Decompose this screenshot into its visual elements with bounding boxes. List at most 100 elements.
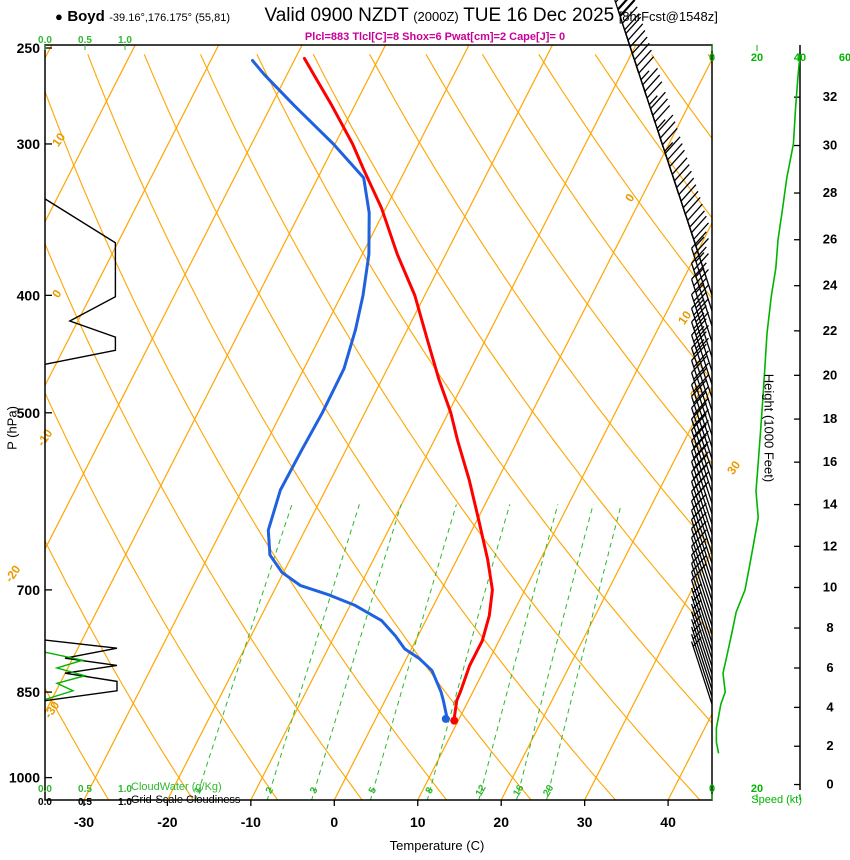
height-tick-label: 12 xyxy=(823,538,837,553)
wind-barb-feather xyxy=(693,311,709,330)
dry-adiabat-line xyxy=(87,54,532,800)
wind-barb-staff xyxy=(690,451,713,515)
wind-barb-staff xyxy=(690,247,713,312)
wind-barb-staff xyxy=(690,626,713,690)
mixing-ratio-label: 20 xyxy=(541,783,556,799)
height-tick-label: 30 xyxy=(823,138,837,153)
valid-time: Valid 0900 NZDT xyxy=(264,5,409,26)
temperature-tick-label: -30 xyxy=(74,814,94,830)
wind-barb-half-feather xyxy=(640,70,650,81)
wind-barb-staff xyxy=(690,546,713,610)
wind-barb-staff xyxy=(690,440,713,504)
cloudiness-profile xyxy=(44,639,118,702)
wind-barb-staff xyxy=(690,571,713,635)
cloudwater-scale-tick-top: 0.5 xyxy=(78,35,92,46)
isotherm-line xyxy=(500,385,712,800)
dry-adiabat-line xyxy=(312,54,712,636)
station-name: Boyd xyxy=(67,8,105,25)
wind-barb-feather xyxy=(617,0,628,11)
wind-barb-staff xyxy=(690,418,713,482)
wind-barb-feather xyxy=(621,6,638,24)
temperature-tick-label: 20 xyxy=(493,814,509,830)
mixing-ratio-line xyxy=(369,504,457,800)
wind-barb-staff xyxy=(690,308,713,372)
wind-barb-staff xyxy=(690,481,713,545)
wind-barb-staff xyxy=(614,0,635,59)
cloudiness-scale-tick: 0.0 xyxy=(38,797,52,808)
isotherm-line xyxy=(45,45,387,715)
surface-dewpoint-dot xyxy=(441,714,450,723)
forecast-run-info: [8hrFcst@1548z] xyxy=(618,9,718,24)
temperature-tick-label: 0 xyxy=(330,814,338,830)
wind-barb-staff xyxy=(690,461,713,525)
mixing-ratio-line xyxy=(311,504,402,800)
mixing-ratio-label: 3 xyxy=(308,785,321,796)
speed-scale-tick-top: 20 xyxy=(751,52,763,64)
dry-adiabat-line xyxy=(369,54,712,550)
wind-barb-staff xyxy=(690,491,713,555)
background-grid xyxy=(45,45,712,800)
dry-adiabat-line xyxy=(45,539,194,800)
dry-adiabat-line xyxy=(199,54,701,800)
wind-barb-feather xyxy=(678,177,695,195)
isotherm-line xyxy=(584,548,712,800)
station-bullet-icon: ● xyxy=(55,9,63,24)
wind-barb-staff xyxy=(690,603,713,667)
temperature-tick-label: -20 xyxy=(157,814,177,830)
mixing-ratio-label: 1 xyxy=(192,785,205,796)
wind-barb-staff xyxy=(690,611,713,675)
height-tick-label: 16 xyxy=(823,454,837,469)
wind-barb-feather xyxy=(644,74,661,92)
height-tick-label: 22 xyxy=(823,323,837,338)
speed-axis-bottom-label: Speed (kt) xyxy=(751,794,802,806)
wind-barb-staff xyxy=(690,384,713,448)
wind-barb-staff xyxy=(690,579,713,643)
pressure-tick-label: 700 xyxy=(17,582,41,598)
wind-barb-feather xyxy=(662,127,678,146)
speed-scale-tick-bottom: 20 xyxy=(751,783,763,795)
wind-barb-half-feather xyxy=(695,236,705,247)
isotherm-line xyxy=(45,45,220,387)
isotherm-line xyxy=(45,45,303,551)
wind-barb-feather xyxy=(691,318,707,336)
mixing-ratio-label: 16 xyxy=(511,783,526,799)
wind-barb-feather xyxy=(680,184,697,202)
height-tick-label: 4 xyxy=(826,699,834,714)
wind-barb-half-feather xyxy=(664,141,674,152)
height-tick-label: 6 xyxy=(826,660,833,675)
isotherm-line xyxy=(250,45,637,800)
wind-barb-feather xyxy=(638,56,655,74)
dry-adiabat-line xyxy=(256,54,712,724)
wind-barb-staff xyxy=(690,587,713,652)
wind-barb-staff xyxy=(690,372,713,436)
height-tick-label: 18 xyxy=(823,411,837,426)
wind-barb-staff xyxy=(690,563,713,627)
cloudwater-scale-label: CloudWater (g/Kg) xyxy=(131,781,222,793)
wind-barb-feather xyxy=(671,157,688,175)
dry-adiabat-line xyxy=(45,89,448,800)
wind-barb-staff xyxy=(690,537,713,601)
mixing-ratio-label: 12 xyxy=(474,783,489,799)
dry-adiabat-line xyxy=(45,242,363,800)
wind-barb-feather xyxy=(652,98,669,116)
mixing-ratio-label: 5 xyxy=(367,785,380,796)
cloudiness-scale-tick: 0.5 xyxy=(78,797,92,808)
wind-barb-feather xyxy=(667,143,683,161)
wind-barb-feather xyxy=(691,215,707,234)
wind-barb-half-feather xyxy=(648,95,658,106)
wind-barb-staff xyxy=(690,347,713,411)
wind-barb-staff xyxy=(690,294,713,358)
isotherm-line xyxy=(83,45,470,800)
wind-barb-feather xyxy=(650,91,666,109)
wind-barb-feather xyxy=(654,105,671,123)
temperature-tick-label: -10 xyxy=(241,814,261,830)
height-tick-label: 26 xyxy=(823,232,837,247)
sounding-parameters: Plcl=883 Tlcl[C]=8 Shox=6 Pwat[cm]=2 Cap… xyxy=(304,31,566,43)
dry-adiabat-line xyxy=(425,54,712,465)
mixing-ratio-line xyxy=(426,504,511,800)
cloudwater-scale-tick-bottom: 1.0 xyxy=(118,784,132,795)
wind-barb-staff xyxy=(690,500,713,564)
pressure-tick-label: 300 xyxy=(17,136,41,152)
wind-barb-feather xyxy=(664,136,681,154)
mixing-ratio-line xyxy=(266,504,360,800)
